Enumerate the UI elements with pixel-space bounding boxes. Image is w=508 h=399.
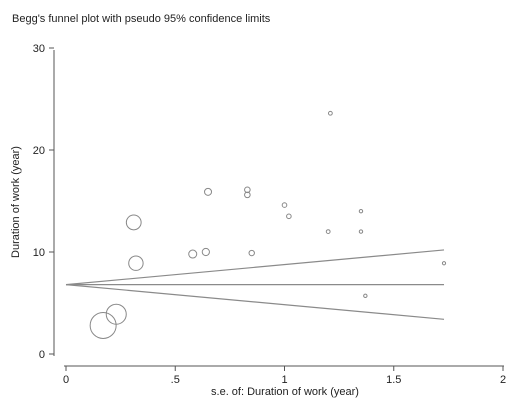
chart-title: Begg's funnel plot with pseudo 95% confi…	[12, 13, 271, 25]
y-tick-label: 30	[33, 43, 45, 55]
study-point	[188, 249, 198, 259]
study-point	[204, 187, 213, 196]
lower-confidence-limit	[65, 284, 445, 320]
study-point	[248, 249, 255, 257]
study-point	[201, 247, 210, 257]
study-point	[281, 202, 288, 208]
y-tick-label: 10	[33, 247, 45, 259]
x-tick-label: 2	[500, 374, 506, 386]
study-point	[358, 209, 364, 214]
study-point	[128, 255, 144, 271]
study-point	[325, 229, 331, 235]
study-point	[327, 110, 333, 116]
x-tick-label: .5	[171, 374, 180, 386]
y-axis-label: Duration of work (year)	[10, 146, 22, 258]
y-tick-label: 0	[39, 349, 45, 361]
study-points	[89, 110, 447, 339]
plot-axes: 0 10 20 30 0 .5 1 1.5 2	[33, 43, 506, 386]
upper-confidence-limit	[65, 249, 445, 286]
y-tick-label: 20	[33, 145, 45, 157]
study-point	[125, 214, 142, 231]
x-tick-label: 0	[63, 374, 69, 386]
confidence-limits	[65, 249, 445, 320]
study-point	[105, 303, 127, 325]
study-point	[358, 229, 364, 234]
x-tick-label: 1.5	[386, 374, 401, 386]
x-axis-label: s.e. of: Duration of work (year)	[211, 386, 359, 398]
study-point	[89, 311, 117, 339]
study-point	[286, 213, 292, 220]
x-tick-label: 1	[281, 374, 287, 386]
study-point	[363, 293, 368, 299]
study-point	[441, 261, 447, 266]
study-point	[244, 191, 251, 199]
